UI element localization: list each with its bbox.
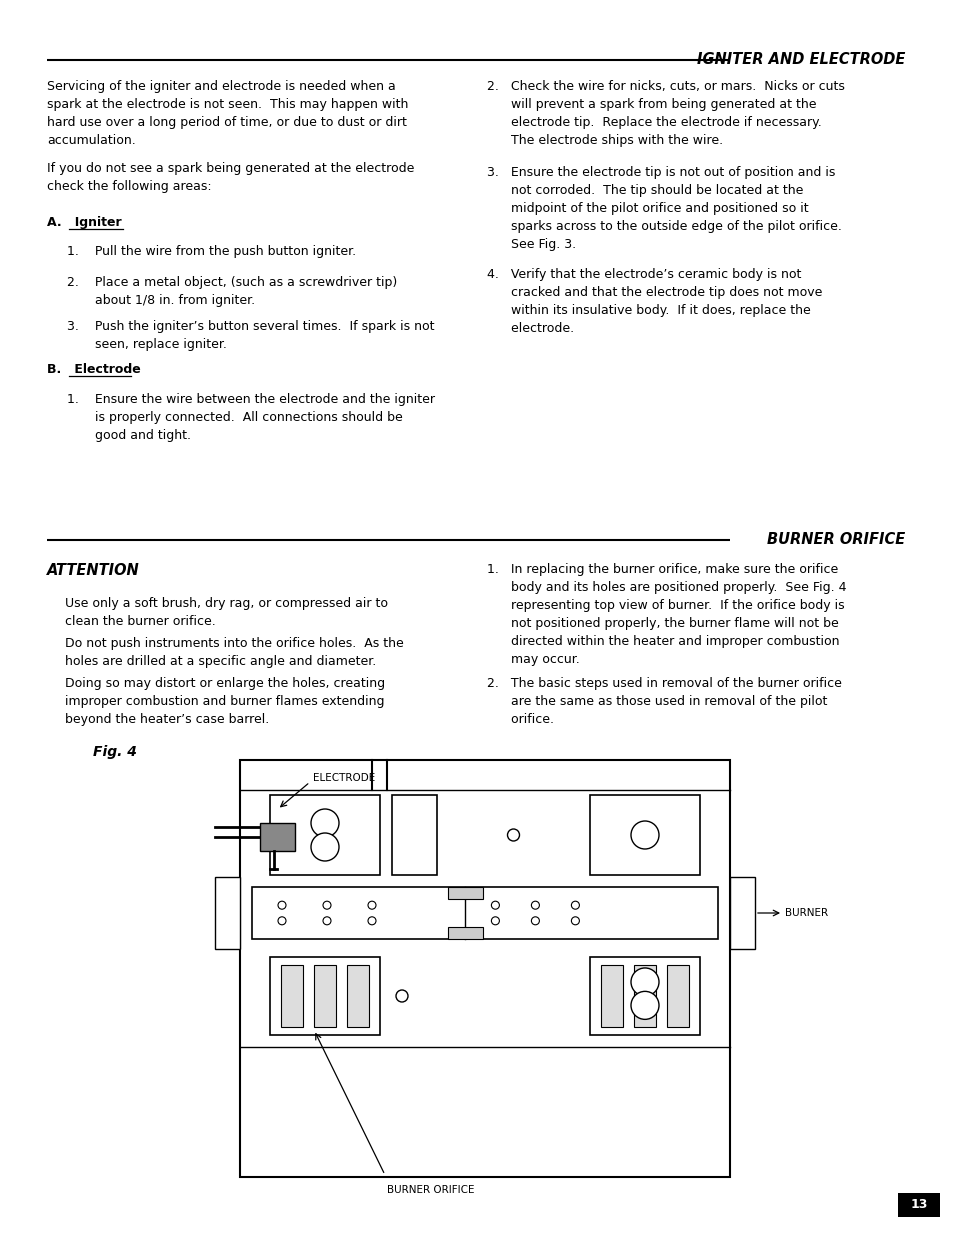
Text: 3.   Ensure the electrode tip is not out of position and is
      not corroded. : 3. Ensure the electrode tip is not out o… (486, 165, 841, 251)
Bar (347, 965, 369, 1028)
Text: 2.   The basic steps used in removal of the burner orifice
      are the same as: 2. The basic steps used in removal of th… (486, 677, 841, 726)
Circle shape (630, 992, 659, 1019)
Text: BURNER: BURNER (784, 908, 827, 918)
Circle shape (311, 809, 338, 837)
Circle shape (491, 902, 498, 909)
Text: B.   Electrode: B. Electrode (47, 363, 141, 375)
Text: Do not push instruments into the orifice holes.  As the
holes are drilled at a s: Do not push instruments into the orifice… (65, 637, 403, 668)
Text: Servicing of the igniter and electrode is needed when a
spark at the electrode i: Servicing of the igniter and electrode i… (47, 80, 408, 147)
Circle shape (368, 916, 375, 925)
Text: 2.    Place a metal object, (such as a screwdriver tip)
       about 1/8 in. fro: 2. Place a metal object, (such as a scre… (67, 275, 396, 308)
Text: IGNITER AND ELECTRODE: IGNITER AND ELECTRODE (696, 53, 904, 68)
Bar (589, 957, 700, 1035)
Circle shape (571, 902, 578, 909)
Circle shape (323, 902, 331, 909)
Text: 1.    Ensure the wire between the electrode and the igniter
       is properly c: 1. Ensure the wire between the electrode… (67, 393, 435, 442)
Text: Fig. 4: Fig. 4 (92, 745, 136, 760)
Circle shape (277, 916, 286, 925)
Text: Doing so may distort or enlarge the holes, creating
improper combustion and burn: Doing so may distort or enlarge the hole… (65, 677, 385, 726)
Circle shape (531, 902, 538, 909)
Circle shape (368, 902, 375, 909)
Text: 4.   Verify that the electrode’s ceramic body is not
      cracked and that the : 4. Verify that the electrode’s ceramic b… (486, 268, 821, 335)
Bar (314, 965, 335, 1028)
Text: BURNER ORIFICE: BURNER ORIFICE (387, 1186, 474, 1195)
Text: 1.    Pull the wire from the push button igniter.: 1. Pull the wire from the push button ig… (67, 245, 355, 258)
Text: ELECTRODE: ELECTRODE (313, 773, 375, 783)
Text: 1.   In replacing the burner orifice, make sure the orifice
      body and its h: 1. In replacing the burner orifice, make… (486, 563, 845, 666)
Circle shape (311, 832, 338, 861)
Bar (589, 795, 700, 876)
Circle shape (507, 829, 519, 841)
Bar (634, 965, 656, 1028)
Bar (447, 887, 482, 899)
Text: A.   Igniter: A. Igniter (47, 216, 121, 228)
Circle shape (277, 902, 286, 909)
Bar (600, 965, 622, 1028)
Text: If you do not see a spark being generated at the electrode
check the following a: If you do not see a spark being generate… (47, 162, 414, 193)
Text: BURNER ORIFICE: BURNER ORIFICE (766, 532, 904, 547)
Bar (666, 965, 688, 1028)
Bar (729, 877, 754, 948)
Circle shape (531, 916, 538, 925)
Circle shape (491, 916, 498, 925)
Text: ATTENTION: ATTENTION (47, 563, 139, 578)
Circle shape (571, 916, 578, 925)
Bar (447, 927, 482, 939)
Text: 2.   Check the wire for nicks, cuts, or mars.  Nicks or cuts
      will prevent : 2. Check the wire for nicks, cuts, or ma… (486, 80, 844, 147)
Circle shape (323, 916, 331, 925)
Bar (214, 877, 240, 948)
Bar (897, 1193, 939, 1216)
Bar (392, 795, 436, 876)
Bar (240, 760, 729, 1177)
Bar (260, 823, 294, 851)
Circle shape (395, 990, 408, 1002)
Bar (270, 795, 379, 876)
Text: 13: 13 (909, 1198, 926, 1212)
Text: Use only a soft brush, dry rag, or compressed air to
clean the burner orifice.: Use only a soft brush, dry rag, or compr… (65, 597, 388, 629)
Bar (252, 887, 718, 939)
Bar (270, 957, 379, 1035)
Bar (281, 965, 303, 1028)
Circle shape (630, 968, 659, 995)
Text: 3.    Push the igniter’s button several times.  If spark is not
       seen, rep: 3. Push the igniter’s button several tim… (67, 320, 434, 351)
Circle shape (630, 821, 659, 848)
